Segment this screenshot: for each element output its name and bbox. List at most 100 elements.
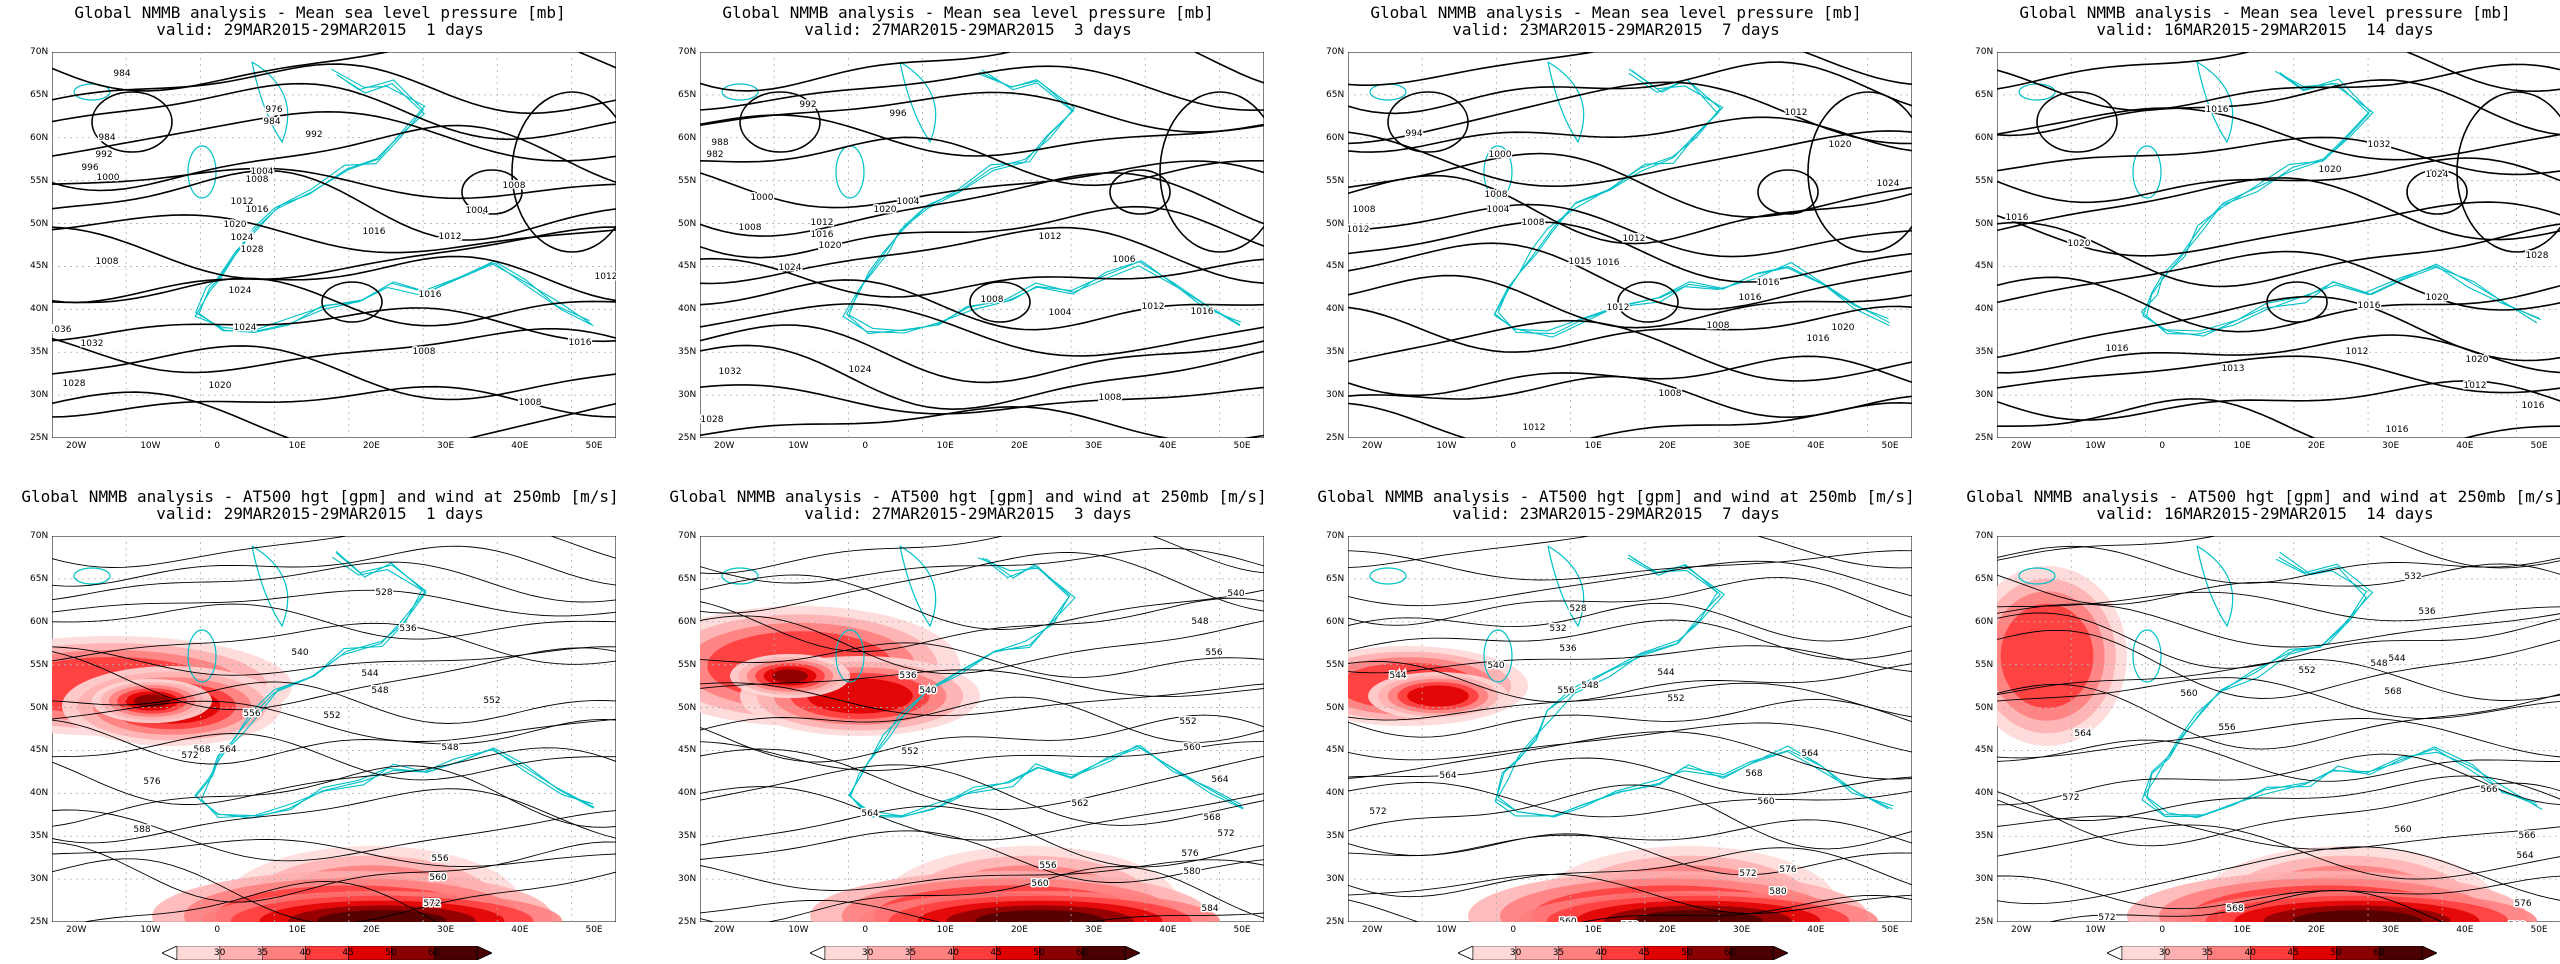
lon-tick-label: 10W [140, 925, 161, 935]
contour-label: 536 [2418, 607, 2435, 617]
contour-label: 576 [143, 777, 160, 787]
colorbar-tick-label: 40 [1595, 948, 1608, 958]
contour-label: 552 [1667, 694, 1684, 704]
contour-label: 1024 [779, 263, 802, 273]
contour-label: 1012 [231, 197, 254, 207]
lon-tick-label: 50E [1881, 925, 1899, 935]
contour-label: 532 [1549, 624, 1566, 634]
lon-tick-label: 20W [714, 441, 735, 451]
lat-tick-label: 35N [1326, 831, 1345, 842]
panel-valid-date: valid: 27MAR2015-29MAR2015 3 days [804, 504, 1132, 523]
lat-tick-label: 60N [1326, 132, 1345, 143]
contour-label: 552 [483, 696, 500, 706]
lon-tick-label: 10E [2233, 925, 2251, 935]
lat-tick-label: 60N [1975, 132, 1994, 143]
contour-label: 1008 [413, 347, 436, 357]
lat-tick-label: 30N [678, 874, 697, 885]
colorbar-tick-label: 45 [2287, 948, 2299, 958]
contour-label: 1016 [2386, 425, 2409, 435]
panel-title: Global NMMB analysis - Mean sea level pr… [2019, 3, 2511, 22]
lon-tick-label: 20W [1362, 925, 1383, 935]
contour-label: 580 [1769, 887, 1786, 897]
lon-tick-label: 0 [214, 925, 221, 935]
contour-label: 566 [2480, 785, 2497, 795]
lon-tick-label: 50E [2530, 441, 2548, 451]
contour-label: 1020 [2068, 239, 2091, 249]
contour-label: 1020 [209, 381, 232, 391]
contour-label: 1008 [1485, 190, 1508, 200]
colorbar-tick-label: 60 [1724, 948, 1736, 958]
contour-label: 1008 [1522, 218, 1545, 228]
contour-label: 1006 [1113, 255, 1136, 265]
lat-tick-label: 65N [1326, 573, 1345, 584]
lon-tick-label: 20E [362, 441, 380, 451]
lat-tick-label: 70N [1975, 531, 1994, 541]
lon-tick-label: 40E [1807, 925, 1825, 935]
contour-label: 560 [1183, 743, 1200, 753]
wind-colorbar [1458, 946, 1788, 960]
contour-label: 1024 [231, 233, 254, 243]
lat-tick-label: 25N [678, 433, 697, 443]
contour-label: 1004 [251, 167, 274, 177]
contour-label: 560 [2394, 825, 2411, 835]
lat-tick-label: 25N [1326, 433, 1345, 443]
lon-tick-label: 50E [585, 441, 603, 451]
lat-tick-label: 30N [1975, 874, 1994, 885]
panel-title: Global NMMB analysis - AT500 hgt [gpm] a… [1966, 487, 2560, 506]
contour-label: 580 [1183, 867, 1200, 877]
lon-tick-label: 20W [66, 441, 87, 451]
contour-label: 528 [375, 588, 392, 598]
lat-tick-label: 60N [678, 132, 697, 143]
mslp-panel-4: Global NMMB analysis - Mean sea level pr… [1945, 0, 2560, 480]
contour-label: 1008 [96, 257, 119, 267]
lat-tick-label: 55N [1326, 659, 1345, 670]
contour-label: 1024 [229, 286, 252, 296]
lat-tick-label: 70N [1975, 47, 1994, 57]
contour-label: 992 [799, 100, 816, 110]
contour-label: 988 [711, 138, 728, 148]
contour-label: 564 [1801, 749, 1818, 759]
colorbar-tick-label: 30 [1509, 948, 1522, 958]
lon-tick-label: 10W [788, 441, 809, 451]
contour-label: 572 [2098, 913, 2115, 922]
lat-tick-label: 45N [678, 261, 697, 272]
contour-label: 1012 [1785, 108, 1808, 118]
panel-valid-date: valid: 27MAR2015-29MAR2015 3 days [804, 20, 1132, 39]
lat-tick-label: 40N [1975, 788, 1994, 799]
contour-label: 572 [423, 899, 440, 909]
colorbar-tick-label: 40 [947, 948, 960, 958]
contour-label: 576 [2514, 899, 2531, 909]
contour-label: 548 [1581, 681, 1598, 691]
contour-label: 1012 [811, 218, 834, 228]
lon-tick-label: 10E [1584, 441, 1602, 451]
contour-label: 1028 [2526, 251, 2549, 261]
contour-label: 532 [2404, 572, 2421, 582]
contour-label: 1012 [439, 232, 462, 242]
contour-label: 556 [1205, 648, 1222, 658]
contour-label: 1012 [595, 272, 616, 282]
lat-tick-label: 50N [678, 218, 697, 229]
lon-tick-label: 50E [1233, 925, 1251, 935]
at500-panel-4: Global NMMB analysis - AT500 hgt [gpm] a… [1945, 484, 2560, 964]
contour-label: 552 [1179, 717, 1196, 727]
colorbar-tick-label: 30 [2158, 948, 2171, 958]
contour-label: 568 [193, 745, 210, 755]
contour-label: 544 [1657, 668, 1674, 678]
lat-tick-label: 50N [1975, 702, 1994, 713]
contour-label: 564 [1211, 775, 1228, 785]
contour-label: 572 [2062, 793, 2079, 803]
contour-label: 544 [2388, 654, 2405, 664]
mslp-panel-1: Global NMMB analysis - Mean sea level pr… [0, 0, 640, 480]
colorbar-tick-label: 60 [1076, 948, 1088, 958]
lat-tick-label: 25N [1975, 433, 1994, 443]
lat-tick-label: 55N [30, 659, 49, 670]
colorbar-tick-label: 35 [1552, 948, 1565, 958]
lat-tick-label: 25N [30, 433, 49, 443]
contour-label: 528 [1569, 604, 1586, 614]
contour-label: 552 [323, 711, 340, 721]
lat-tick-label: 60N [30, 616, 49, 627]
contour-label: 1016 [2106, 344, 2129, 354]
lon-tick-label: 0 [862, 441, 869, 451]
lon-tick-label: 20E [2307, 925, 2325, 935]
